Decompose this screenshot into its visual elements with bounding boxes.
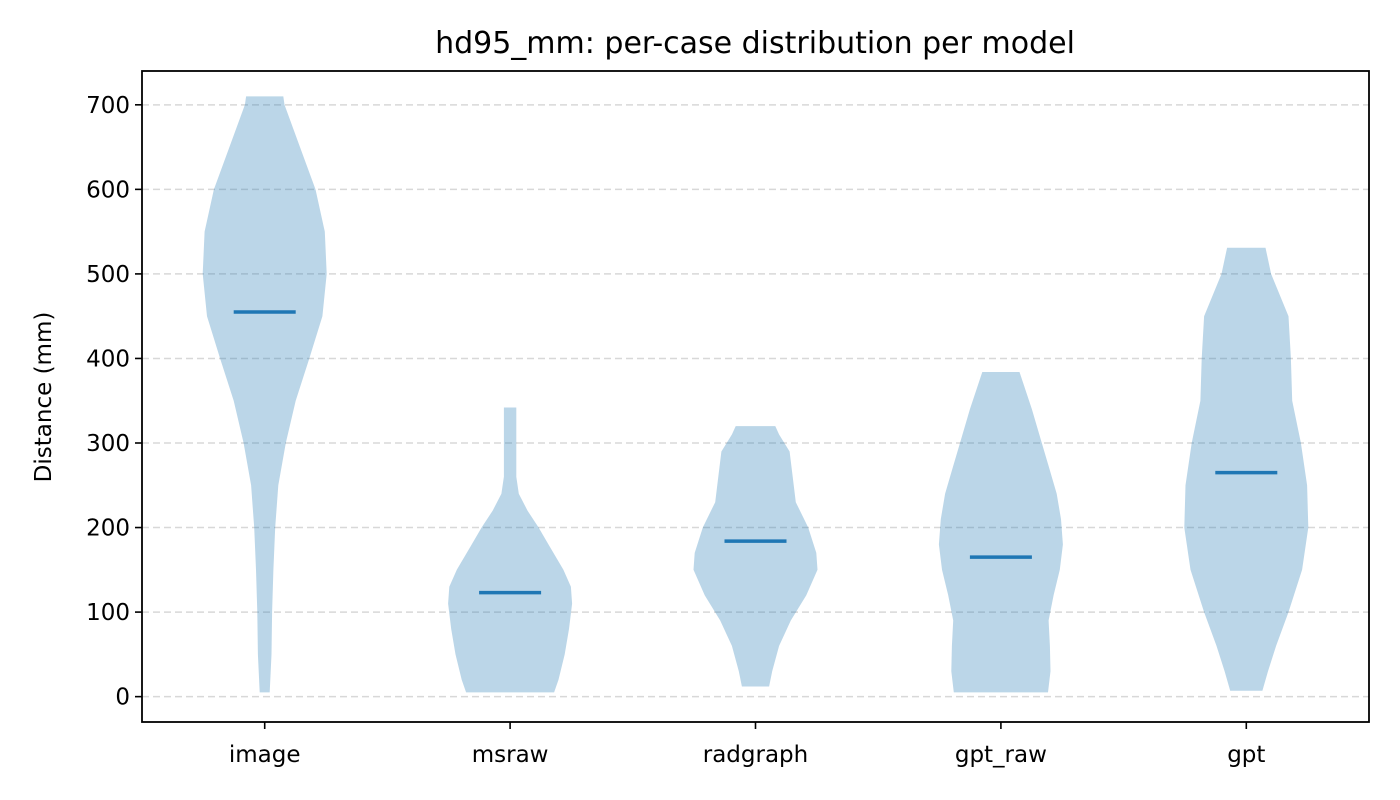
violins — [202, 96, 1309, 693]
y-tick-label: 200 — [86, 516, 130, 542]
x-tick-label: radgraph — [703, 742, 808, 768]
violin-radgraph — [693, 426, 818, 687]
violin-gpt — [1184, 247, 1309, 691]
violin-body — [448, 407, 573, 693]
x-tick-label: image — [229, 742, 301, 768]
x-axis: image msraw radgraph gpt_raw gpt — [229, 722, 1265, 768]
violin-image — [202, 96, 327, 693]
violin-body — [202, 96, 327, 693]
y-tick-label: 100 — [86, 600, 130, 626]
y-tick-label: 700 — [86, 93, 130, 119]
y-tick-label: 0 — [115, 685, 130, 711]
y-tick-label: 500 — [86, 262, 130, 288]
violin-body — [938, 372, 1063, 693]
y-tick-label: 400 — [86, 346, 130, 372]
violin-body — [1184, 247, 1309, 691]
y-axis-label: Distance (mm) — [31, 312, 57, 483]
violin-gpt_raw — [938, 372, 1063, 693]
x-tick-label: gpt_raw — [955, 742, 1047, 768]
y-tick-label: 300 — [86, 431, 130, 457]
violin-msraw — [448, 407, 573, 693]
y-grid — [142, 104, 1369, 698]
x-tick-label: gpt — [1227, 742, 1265, 768]
x-tick-label: msraw — [472, 742, 549, 768]
y-axis: 0 100 200 300 400 500 600 700 — [86, 93, 142, 711]
violin-body — [693, 426, 818, 687]
chart-title: hd95_mm: per-case distribution per model — [435, 26, 1075, 61]
y-tick-label: 600 — [86, 177, 130, 203]
